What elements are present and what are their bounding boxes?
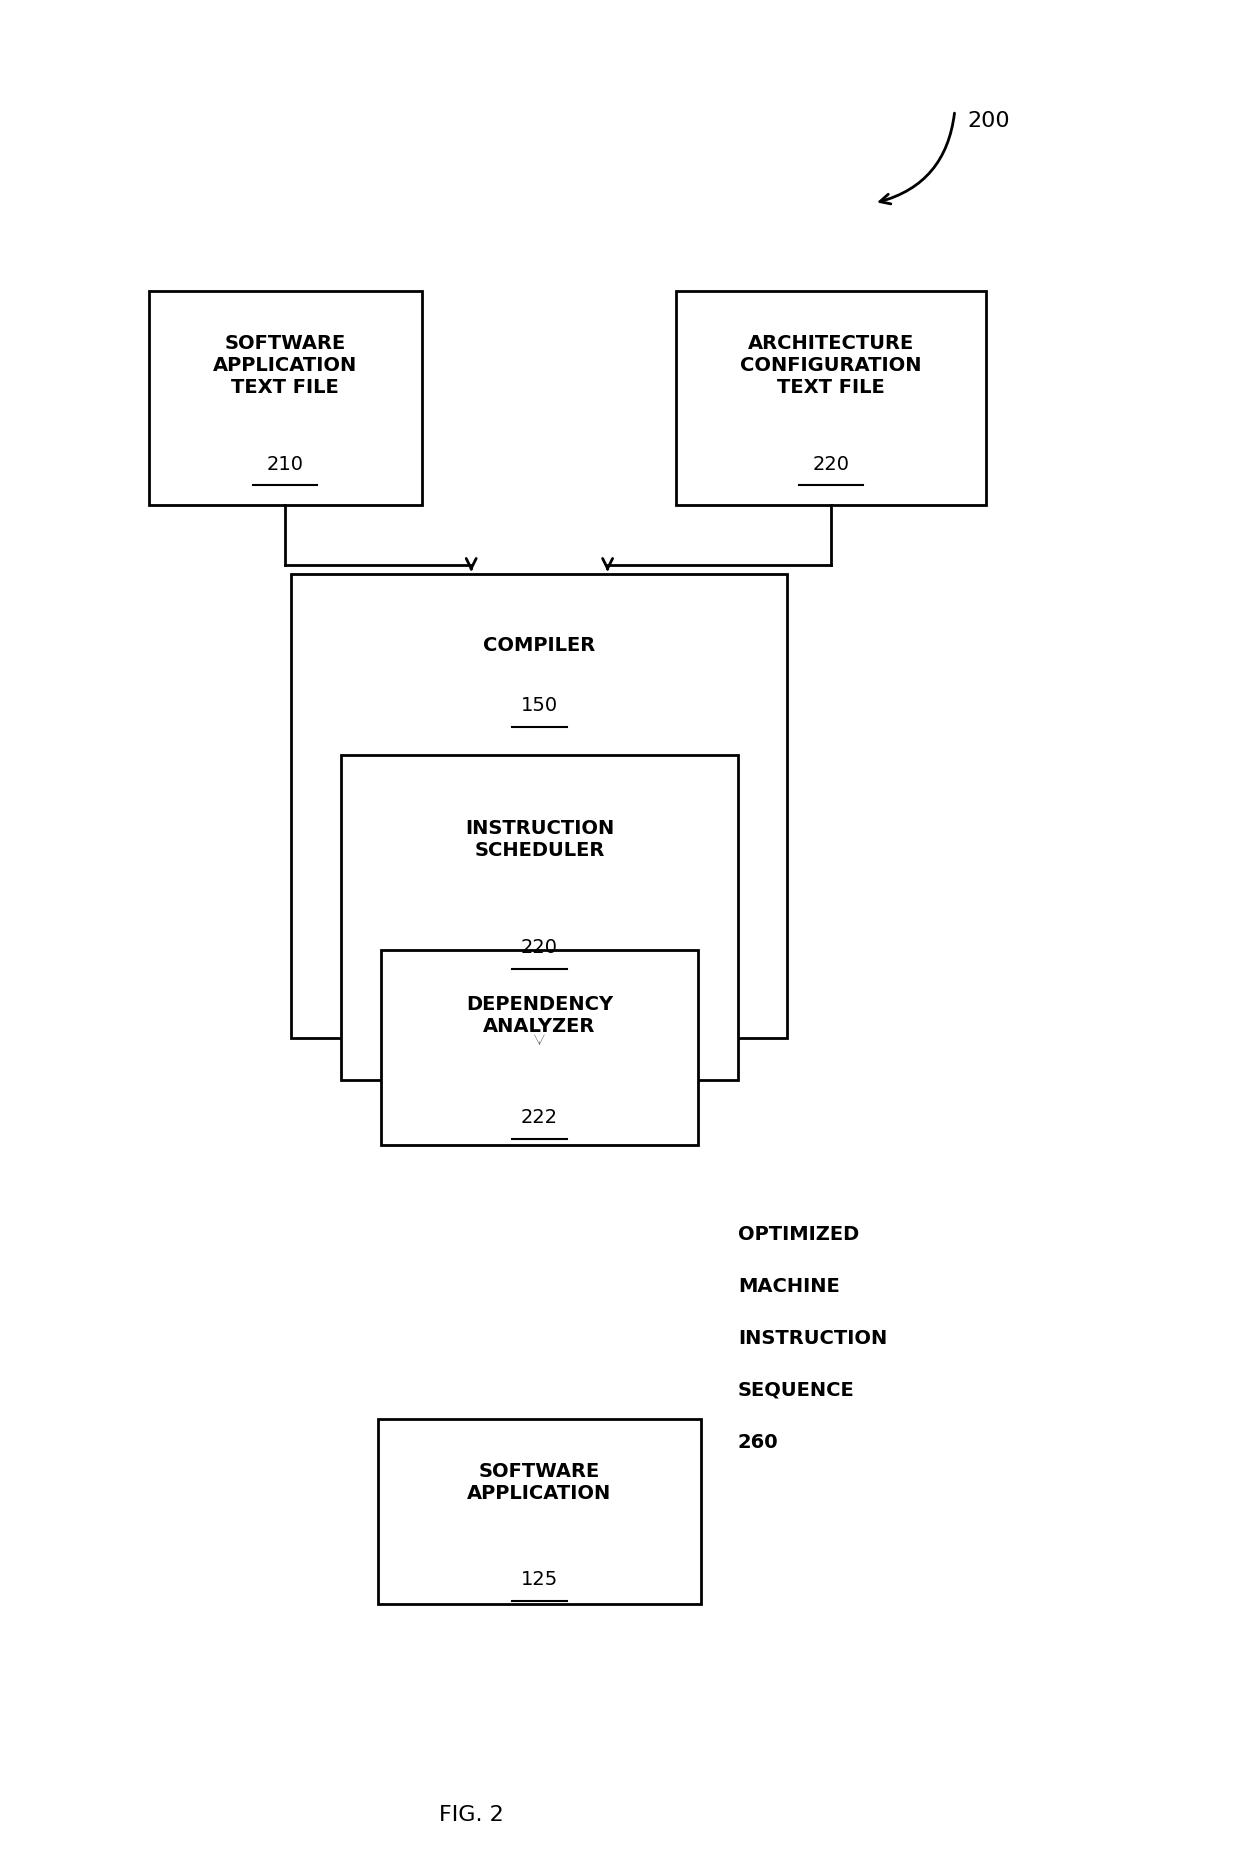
Text: MACHINE: MACHINE xyxy=(738,1276,839,1295)
Text: COMPILER: COMPILER xyxy=(484,636,595,655)
Text: 260: 260 xyxy=(738,1432,779,1451)
Text: 200: 200 xyxy=(967,111,1009,130)
Text: DEPENDENCY
ANALYZER: DEPENDENCY ANALYZER xyxy=(466,994,613,1035)
Text: 222: 222 xyxy=(521,1107,558,1126)
Text: SOFTWARE
APPLICATION: SOFTWARE APPLICATION xyxy=(467,1462,611,1503)
Text: 150: 150 xyxy=(521,696,558,714)
Bar xyxy=(378,1419,701,1605)
Text: INSTRUCTION: INSTRUCTION xyxy=(738,1328,887,1347)
Text: FIG. 2: FIG. 2 xyxy=(439,1805,503,1823)
Bar xyxy=(149,291,422,505)
Bar xyxy=(291,575,787,1039)
Text: 220: 220 xyxy=(521,937,558,957)
Text: 125: 125 xyxy=(521,1569,558,1588)
Text: 220: 220 xyxy=(812,454,849,473)
Text: INSTRUCTION
SCHEDULER: INSTRUCTION SCHEDULER xyxy=(465,818,614,861)
Bar xyxy=(676,291,986,505)
Text: 210: 210 xyxy=(267,454,304,473)
Bar xyxy=(341,757,738,1080)
Bar xyxy=(382,950,697,1145)
Text: ARCHITECTURE
CONFIGURATION
TEXT FILE: ARCHITECTURE CONFIGURATION TEXT FILE xyxy=(740,334,921,397)
Text: SOFTWARE
APPLICATION
TEXT FILE: SOFTWARE APPLICATION TEXT FILE xyxy=(213,334,357,397)
Text: OPTIMIZED: OPTIMIZED xyxy=(738,1224,859,1243)
Text: SEQUENCE: SEQUENCE xyxy=(738,1380,854,1399)
